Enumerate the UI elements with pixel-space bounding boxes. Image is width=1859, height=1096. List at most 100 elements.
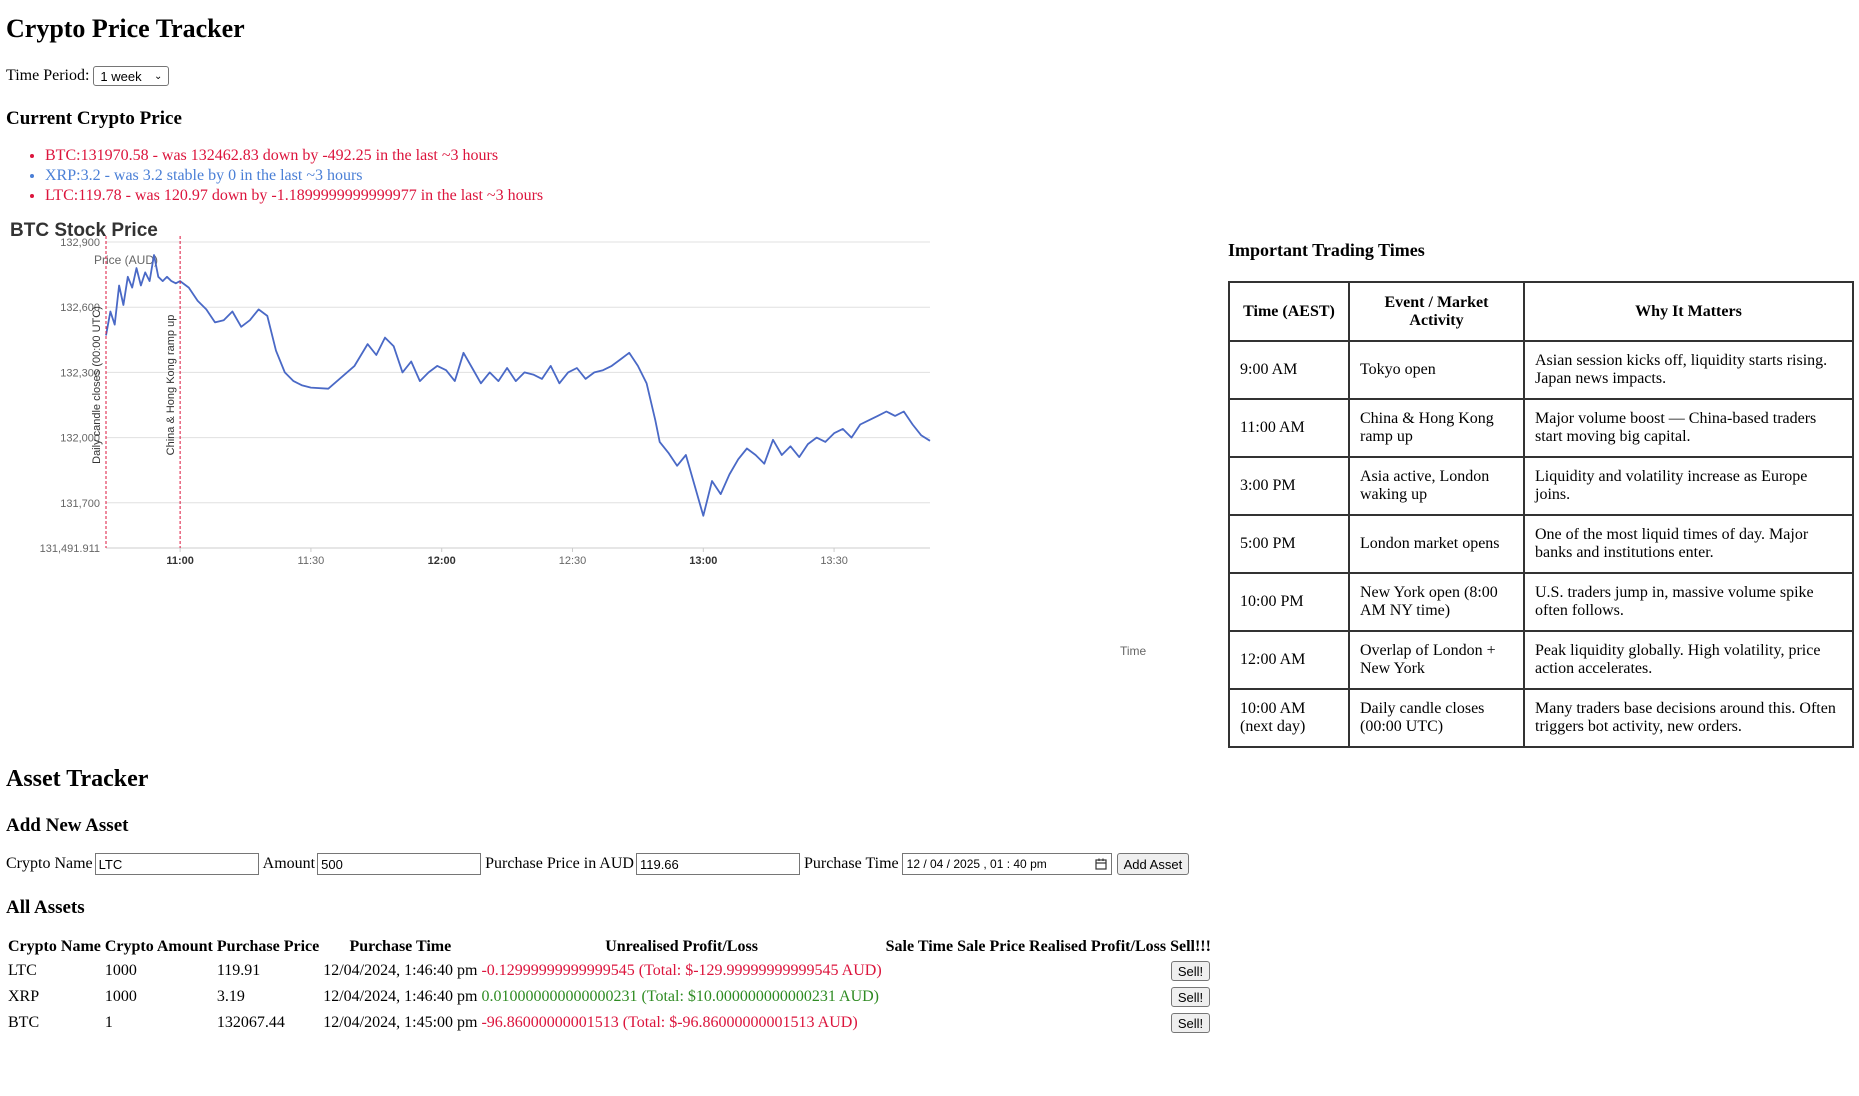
assets-body: LTC 1000 119.91 12/04/2024, 1:46:40 pm -0.12… bbox=[6, 958, 1213, 1036]
asset-cell-price: 119.91 bbox=[216, 962, 261, 979]
crypto-name-label: Crypto Name bbox=[6, 855, 93, 872]
asset-cell-name: LTC bbox=[8, 962, 37, 979]
trading-cell-event: Asia active, London waking up bbox=[1348, 456, 1525, 516]
sell-button[interactable]: Sell! bbox=[1170, 1013, 1211, 1033]
y-tick-label: 132,000 bbox=[60, 433, 100, 445]
col-header-sale-price: Sale Price bbox=[957, 938, 1026, 955]
col-header-event: Event / Market Activity bbox=[1348, 281, 1525, 342]
trading-cell-why: U.S. traders jump in, massive volume spi… bbox=[1523, 572, 1854, 632]
price-item-btc: BTC:131970.58 - was 132462.83 down by -4… bbox=[45, 146, 543, 166]
purchase-price-label: Purchase Price in AUD bbox=[485, 855, 634, 872]
asset-cell-realised-pl bbox=[1027, 958, 1168, 984]
trading-cell-why: Many traders base decisions around this.… bbox=[1523, 688, 1854, 748]
trading-times-body: 9:00 AM Tokyo open Asian session kicks off… bbox=[1228, 340, 1854, 748]
price-line bbox=[105, 254, 931, 517]
trading-cell-time: 11:00 AM bbox=[1228, 398, 1350, 458]
asset-cell-sell: Sell! bbox=[1168, 984, 1213, 1010]
x-tick-label: 11:30 bbox=[298, 555, 325, 567]
asset-cell-realised-pl bbox=[1027, 1010, 1168, 1036]
asset-cell-sale-price bbox=[955, 984, 1027, 1010]
trading-cell-time: 5:00 PM bbox=[1228, 514, 1350, 574]
amount-label: Amount bbox=[262, 855, 316, 872]
col-header-sell: Sell!!! bbox=[1170, 938, 1211, 955]
asset-cell-sale-time bbox=[884, 1010, 955, 1036]
trading-cell-why: Major volume boost — China-based traders… bbox=[1523, 398, 1854, 458]
col-header-why: Why It Matters bbox=[1523, 281, 1854, 342]
chart-series bbox=[105, 254, 931, 517]
y-tick-label: 131,491.911 bbox=[40, 543, 100, 555]
asset-cell-amount: 1 bbox=[104, 1014, 113, 1031]
sell-button[interactable]: Sell! bbox=[1170, 987, 1211, 1007]
y-tick-label: 132,900 bbox=[60, 237, 100, 249]
chart-x-axis-label: Time bbox=[1120, 644, 1147, 658]
time-period-value: 1 week bbox=[100, 68, 142, 84]
trading-cell-event: Tokyo open bbox=[1348, 340, 1525, 400]
amount-input[interactable] bbox=[317, 853, 482, 875]
trading-cell-time: 9:00 AM bbox=[1228, 340, 1350, 400]
calendar-icon[interactable] bbox=[1095, 858, 1107, 870]
time-period-select[interactable]: 1 week ⌄ bbox=[93, 66, 170, 86]
trading-row: 3:00 PM Asia active, London waking up Liqu… bbox=[1228, 456, 1854, 516]
asset-cell-name: XRP bbox=[8, 988, 40, 1005]
chart-annotations: Daily candle closes (00:00 UTC) China & H… bbox=[91, 236, 181, 548]
trading-cell-time: 10:00 PM bbox=[1228, 572, 1350, 632]
trading-row: 12:00 AM Overlap of London + New York Peak… bbox=[1228, 630, 1854, 690]
purchase-price-input[interactable] bbox=[635, 853, 800, 875]
asset-cell-realised-pl bbox=[1027, 984, 1168, 1010]
trading-cell-why: Asian session kicks off, liquidity start… bbox=[1523, 340, 1854, 400]
trading-cell-why: One of the most liquid times of day. Maj… bbox=[1523, 514, 1854, 574]
trading-cell-why: Peak liquidity globally. High volatility… bbox=[1523, 630, 1854, 690]
asset-cell-sale-price bbox=[955, 1010, 1027, 1036]
purchase-time-input[interactable]: 12 / 04 / 2025 , 01 : 40 pm bbox=[901, 853, 1112, 875]
asset-cell-unrealised-pl: -96.86000000001513 (Total: $-96.86000000… bbox=[481, 1014, 858, 1031]
asset-cell-unrealised-pl: -0.12999999999999545 (Total: $-129.99999… bbox=[481, 962, 882, 979]
trading-times-table: Time (AEST) Event / Market Activity Why … bbox=[1228, 281, 1854, 748]
price-item-text: LTC:119.78 - was 120.97 down by -1.18999… bbox=[45, 187, 544, 204]
asset-cell-price: 132067.44 bbox=[216, 1014, 285, 1031]
trading-times-heading: Important Trading Times bbox=[1228, 240, 1425, 260]
x-tick-label: 11:00 bbox=[166, 555, 194, 567]
sell-button[interactable]: Sell! bbox=[1170, 961, 1211, 981]
add-asset-button[interactable]: Add Asset bbox=[1116, 853, 1190, 875]
col-header-crypto-amount: Crypto Amount bbox=[104, 938, 213, 955]
current-price-heading: Current Crypto Price bbox=[6, 108, 182, 129]
trading-header-row: Time (AEST) Event / Market Activity Why … bbox=[1228, 281, 1854, 342]
trading-cell-time: 10:00 AM (next day) bbox=[1228, 688, 1350, 748]
asset-cell-name: BTC bbox=[8, 1014, 40, 1031]
asset-cell-price: 3.19 bbox=[216, 988, 245, 1005]
trading-cell-event: China & Hong Kong ramp up bbox=[1348, 398, 1525, 458]
col-header-time: Time (AEST) bbox=[1228, 281, 1350, 342]
time-period-row: Time Period: 1 week ⌄ bbox=[6, 66, 170, 86]
x-tick-label: 12:30 bbox=[559, 555, 587, 567]
price-item-xrp: XRP:3.2 - was 3.2 stable by 0 in the las… bbox=[45, 166, 543, 186]
asset-cell-time: 12/04/2024, 1:46:40 pm bbox=[323, 988, 478, 1005]
col-header-sale-time: Sale Time bbox=[885, 938, 954, 955]
crypto-name-input[interactable] bbox=[94, 853, 259, 875]
y-tick-label: 132,600 bbox=[60, 302, 100, 314]
trading-cell-event: New York open (8:00 AM NY time) bbox=[1348, 572, 1525, 632]
asset-cell-sale-time bbox=[884, 984, 955, 1010]
asset-cell-unrealised-pl: 0.010000000000000231 (Total: $10.0000000… bbox=[481, 988, 879, 1005]
trading-row: 10:00 PM New York open (8:00 AM NY time) U… bbox=[1228, 572, 1854, 632]
asset-cell-sale-price bbox=[955, 958, 1027, 984]
asset-cell-amount: 1000 bbox=[104, 962, 137, 979]
trading-cell-event: Overlap of London + New York bbox=[1348, 630, 1525, 690]
x-tick-label: 13:00 bbox=[689, 555, 717, 567]
trading-cell-why: Liquidity and volatility increase as Eur… bbox=[1523, 456, 1854, 516]
price-item-text: XRP:3.2 - was 3.2 stable by 0 in the las… bbox=[45, 167, 363, 184]
asset-cell-sale-time bbox=[884, 958, 955, 984]
asset-cell-time: 12/04/2024, 1:46:40 pm bbox=[323, 962, 478, 979]
asset-cell-sell: Sell! bbox=[1168, 1010, 1213, 1036]
assets-table: Crypto Name Crypto Amount Purchase Price… bbox=[6, 936, 1213, 1036]
y-tick-label: 132,300 bbox=[60, 367, 100, 379]
trading-row: 5:00 PM London market opens One of the mos… bbox=[1228, 514, 1854, 574]
price-item-text: BTC:131970.58 - was 132462.83 down by -4… bbox=[45, 147, 499, 164]
table-row: LTC 1000 119.91 12/04/2024, 1:46:40 pm -0.12… bbox=[6, 958, 1213, 984]
col-header-realised-pl: Realised Profit/Loss bbox=[1029, 938, 1167, 955]
add-asset-heading: Add New Asset bbox=[6, 815, 129, 836]
asset-cell-amount: 1000 bbox=[104, 988, 137, 1005]
trading-cell-time: 3:00 PM bbox=[1228, 456, 1350, 516]
trading-row: 10:00 AM (next day) Daily candle closes (… bbox=[1228, 688, 1854, 748]
asset-cell-sell: Sell! bbox=[1168, 958, 1213, 984]
col-header-unrealised-pl: Unrealised Profit/Loss bbox=[605, 938, 758, 955]
